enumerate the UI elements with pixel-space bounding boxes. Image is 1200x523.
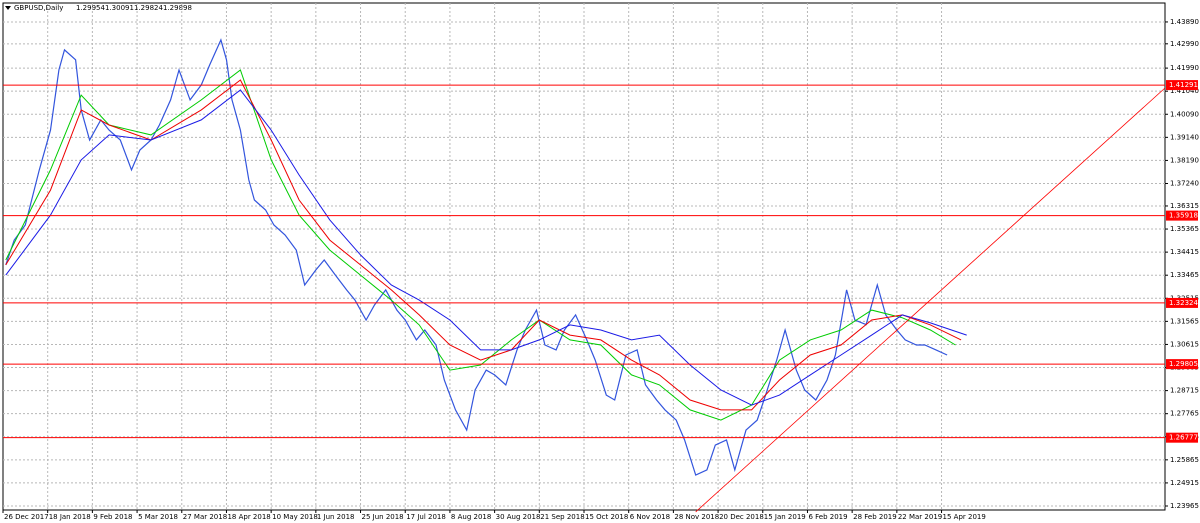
level-label-box <box>1166 432 1198 443</box>
y-tick-label: 1.30615 <box>1170 340 1199 348</box>
level-label: 1.41291 <box>1169 81 1198 89</box>
trendline <box>695 87 1166 513</box>
header-value: 1.29824 <box>134 4 163 12</box>
x-tick-label: 20 Dec 2018 <box>719 513 764 521</box>
level-label: 1.32324 <box>1169 299 1198 307</box>
header-value: 1.29954 <box>76 4 105 12</box>
y-tick-label: 1.43890 <box>1170 18 1199 26</box>
header-value: 1.30091 <box>105 4 134 12</box>
x-tick-label: 1 Jun 2018 <box>317 513 355 521</box>
x-tick-label: 25 Jun 2018 <box>362 513 404 521</box>
x-tick-label: 18 Apr 2018 <box>227 513 270 521</box>
header-value: 1.29898 <box>163 4 192 12</box>
x-tick-label: 9 Feb 2018 <box>93 513 132 521</box>
y-tick-label: 1.33465 <box>1170 271 1199 279</box>
x-tick-label: 15 Apr 2019 <box>943 513 986 521</box>
moving-average <box>5 69 956 421</box>
y-tick-label: 1.42990 <box>1170 40 1199 48</box>
collapse-icon[interactable] <box>5 6 11 10</box>
x-tick-label: 15 Jan 2019 <box>764 513 806 521</box>
x-tick-label: 27 Mar 2018 <box>183 513 227 521</box>
level-label-box <box>1166 297 1198 308</box>
y-tick-label: 1.40090 <box>1170 110 1199 118</box>
x-tick-label: 22 Mar 2019 <box>898 513 942 521</box>
level-label: 1.35918 <box>1169 212 1198 220</box>
x-tick-label: 21 Sep 2018 <box>540 513 584 521</box>
level-label-box <box>1166 210 1198 221</box>
y-tick-label: 1.31565 <box>1170 317 1199 325</box>
x-tick-label: 17 Jul 2018 <box>406 513 446 521</box>
y-tick-label: 1.34415 <box>1170 248 1199 256</box>
price-line <box>5 38 948 476</box>
x-tick-label: 26 Dec 2017 <box>4 513 49 521</box>
y-tick-label: 1.23965 <box>1170 502 1199 510</box>
y-tick-label: 1.24915 <box>1170 479 1199 487</box>
x-tick-label: 10 May 2018 <box>272 513 318 521</box>
x-tick-label: 30 Aug 2018 <box>496 513 541 521</box>
y-tick-label: 1.36315 <box>1170 202 1199 210</box>
level-label-box <box>1166 359 1198 370</box>
x-tick-label: 15 Oct 2018 <box>585 513 628 521</box>
x-tick-label: 18 Jan 2018 <box>49 513 91 521</box>
y-tick-label: 1.25865 <box>1170 456 1199 464</box>
y-tick-label: 1.41040 <box>1170 87 1199 95</box>
level-label: 1.29805 <box>1169 360 1198 368</box>
x-tick-label: 8 Aug 2018 <box>451 513 491 521</box>
y-tick-label: 1.37240 <box>1170 179 1199 187</box>
y-tick-label: 1.28715 <box>1170 387 1199 395</box>
y-tick-label: 1.35365 <box>1170 225 1199 233</box>
x-tick-label: 28 Feb 2019 <box>853 513 897 521</box>
level-label-box <box>1166 80 1198 91</box>
x-tick-label: 6 Nov 2018 <box>630 513 670 521</box>
x-tick-label: 28 Nov 2018 <box>674 513 719 521</box>
y-tick-label: 1.27765 <box>1170 410 1199 418</box>
x-tick-label: 5 Mar 2018 <box>138 513 178 521</box>
x-tick-label: 6 Feb 2019 <box>808 513 847 521</box>
moving-average <box>5 89 967 406</box>
chart-title: GBPUSD,Daily <box>14 4 63 12</box>
y-tick-label: 1.39140 <box>1170 133 1199 141</box>
level-label: 1.26777 <box>1169 434 1198 442</box>
y-tick-label: 1.41990 <box>1170 64 1199 72</box>
y-tick-label: 1.38190 <box>1170 156 1199 164</box>
